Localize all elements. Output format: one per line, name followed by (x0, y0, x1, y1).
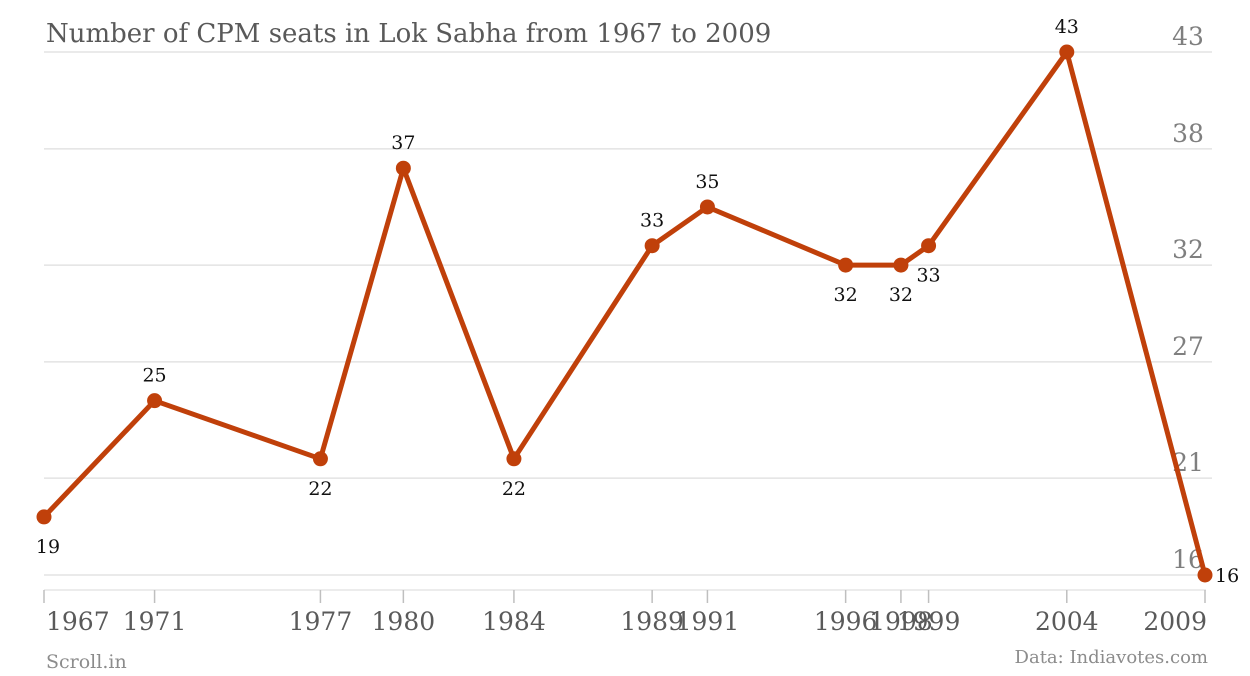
data-label: 22 (502, 478, 526, 500)
credit-label: Scroll.in (46, 651, 127, 673)
data-label: 25 (142, 365, 166, 387)
x-tick-label: 1984 (482, 607, 546, 636)
y-tick-label: 32 (1172, 235, 1204, 264)
data-label: 19 (36, 536, 60, 558)
data-point[interactable] (921, 238, 937, 254)
x-tick-label: 1967 (46, 607, 110, 636)
data-point[interactable] (147, 393, 163, 409)
data-label: 33 (640, 210, 664, 232)
data-label: 16 (1215, 565, 1239, 587)
data-point[interactable] (36, 509, 52, 525)
y-tick-label: 43 (1172, 22, 1204, 51)
data-point[interactable] (644, 238, 660, 254)
y-tick-label: 38 (1172, 119, 1204, 148)
x-tick-label: 1998 (869, 607, 933, 636)
data-point[interactable] (395, 160, 411, 176)
series-cpm-seats (36, 44, 1213, 583)
data-point[interactable] (838, 257, 854, 273)
data-label: 35 (695, 171, 719, 193)
x-tick-label: 1971 (123, 607, 187, 636)
data-point[interactable] (1059, 44, 1075, 60)
x-tick-label: 2009 (1143, 607, 1207, 636)
y-tick-label: 27 (1172, 332, 1204, 361)
source-label[interactable]: Data: Indiavotes.com (1015, 647, 1208, 668)
data-label: 22 (308, 478, 332, 500)
x-tick-label: 1989 (620, 607, 684, 636)
x-tick-label: 1996 (814, 607, 878, 636)
series-line (41, 49, 1208, 578)
data-label: 32 (834, 284, 858, 306)
data-label: 37 (391, 132, 415, 154)
x-tick-label: 1999 (897, 607, 961, 636)
data-point[interactable] (312, 451, 328, 467)
data-point[interactable] (1197, 567, 1213, 583)
data-label: 32 (889, 284, 913, 306)
chart-title: Number of CPM seats in Lok Sabha from 19… (46, 19, 771, 49)
data-point[interactable] (506, 451, 522, 467)
x-tick-label: 1991 (676, 607, 740, 636)
gridlines (44, 51, 1212, 576)
data-label: 33 (916, 265, 940, 287)
data-label: 43 (1055, 16, 1079, 38)
x-tick-label: 1977 (289, 607, 353, 636)
data-point[interactable] (699, 199, 715, 215)
data-point[interactable] (893, 257, 909, 273)
x-tick-label: 2004 (1035, 607, 1099, 636)
x-tick-label: 1980 (372, 607, 436, 636)
